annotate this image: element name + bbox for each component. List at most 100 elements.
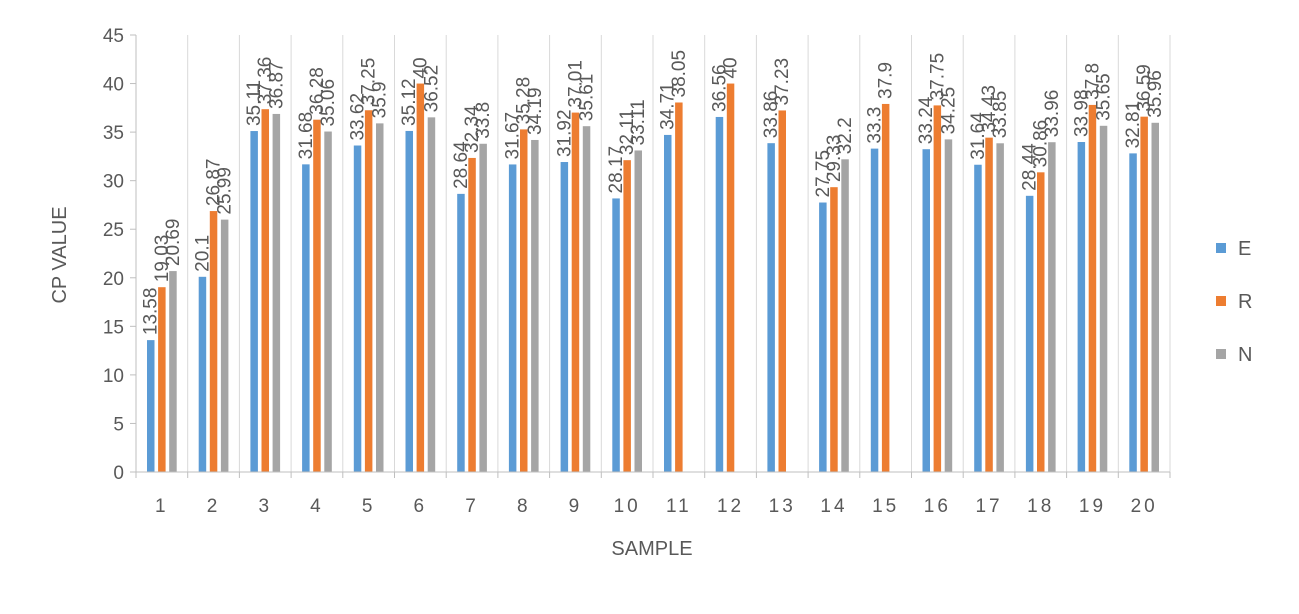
x-tick-label: 7	[465, 496, 479, 517]
bar-r	[1037, 172, 1045, 472]
data-label-e: 36.56	[709, 64, 730, 112]
bar-r	[520, 129, 528, 472]
data-label-r: 35.28	[514, 77, 535, 125]
y-tick-label: 30	[103, 172, 124, 193]
bar-e	[353, 145, 362, 472]
data-label-e: 28.44	[1020, 143, 1041, 191]
data-label-n: 35.61	[577, 74, 598, 122]
data-label-r: 37.8	[1082, 63, 1103, 100]
bar-n	[169, 271, 177, 472]
data-label-n: 33.96	[1042, 90, 1063, 138]
bar-r	[364, 110, 373, 472]
bar-e	[302, 164, 310, 473]
data-label-n: 35.06	[318, 79, 339, 127]
data-label-n: 36.87	[266, 61, 287, 109]
data-label-r: 30.86	[1031, 120, 1052, 168]
y-tick-label: 10	[103, 366, 124, 387]
bar-n	[324, 131, 332, 472]
bar-n	[220, 219, 229, 472]
x-tick-label: 10	[614, 496, 641, 517]
bar-r	[571, 112, 580, 473]
bar-e	[560, 162, 569, 472]
bar-r	[881, 103, 890, 473]
x-tick-label: 17	[975, 496, 1002, 517]
x-tick-label: 11	[666, 496, 692, 517]
bar-e	[1129, 153, 1137, 472]
data-label-n: 35.9	[370, 81, 391, 118]
bar-e	[922, 149, 930, 472]
data-label-n: 32.2	[835, 117, 856, 154]
bar-e	[405, 130, 413, 472]
x-tick-label: 3	[258, 496, 272, 517]
legend-label-r: R	[1238, 291, 1252, 313]
bar-n	[582, 126, 591, 473]
x-tick-label: 4	[310, 496, 324, 517]
bar-r	[158, 287, 166, 472]
y-tick-label: 25	[103, 220, 124, 241]
y-tick-label: 35	[103, 123, 124, 144]
data-label-n: 35.65	[1094, 73, 1115, 121]
bar-n	[1048, 142, 1056, 472]
y-tick-label: 45	[103, 26, 124, 47]
data-label-e: 28.64	[451, 141, 472, 189]
y-tick-label: 0	[113, 463, 124, 484]
data-label-n: 36.52	[421, 65, 442, 113]
x-tick-label: 2	[207, 496, 221, 517]
data-label-r: 37.9	[876, 62, 897, 99]
data-label-e: 35.12	[399, 78, 420, 126]
x-axis-title: SAMPLE	[611, 538, 692, 560]
data-label-r: 40	[721, 57, 742, 78]
data-label-r: 26.87	[204, 159, 225, 207]
data-label-e: 33.62	[348, 93, 369, 141]
bar-e	[198, 276, 207, 472]
x-tick-label: 14	[820, 496, 847, 517]
data-label-e: 20.1	[192, 235, 213, 272]
bar-n	[996, 143, 1004, 473]
bar-e	[508, 164, 517, 473]
x-tick-label: 16	[924, 496, 951, 517]
x-tick-label: 13	[769, 496, 796, 517]
bar-e	[1077, 142, 1086, 472]
x-tick-label: 1	[155, 496, 169, 517]
bar-r	[209, 211, 218, 472]
bar-e	[715, 116, 724, 472]
data-label-e: 32.81	[1123, 101, 1144, 149]
bar-r	[623, 160, 631, 473]
bar-r	[675, 102, 683, 473]
bar-r	[468, 157, 476, 472]
data-label-e: 33.98	[1071, 89, 1092, 137]
data-label-r: 19.03	[152, 235, 173, 283]
data-label-e: 33.86	[761, 91, 782, 139]
bar-r	[1140, 116, 1148, 472]
data-label-e: 33.3	[865, 107, 886, 144]
data-label-e: 27.75	[813, 150, 834, 198]
data-label-e: 34.71	[658, 82, 679, 130]
data-label-n: 35.96	[1145, 70, 1166, 118]
bar-r	[726, 83, 735, 473]
data-label-e: 31.67	[503, 112, 524, 160]
data-label-e: 31.68	[296, 112, 317, 160]
data-label-r: 29.33	[824, 135, 845, 183]
legend-label-n: N	[1238, 344, 1252, 366]
y-tick-label: 20	[103, 269, 124, 290]
data-label-e: 31.64	[968, 112, 989, 160]
x-tick-label: 8	[517, 496, 531, 517]
bar-n	[531, 139, 539, 472]
data-label-n: 34.19	[525, 87, 546, 135]
legend-swatch-e	[1216, 243, 1226, 253]
bar-n	[634, 150, 642, 472]
data-label-n: 25.99	[215, 167, 236, 215]
legend-label-e: E	[1238, 238, 1251, 260]
data-label-r: 37.23	[772, 58, 793, 106]
bar-n	[1151, 122, 1159, 472]
data-label-n: 34.25	[938, 87, 959, 135]
data-label-e: 13.58	[141, 288, 162, 336]
x-tick-label: 19	[1079, 496, 1106, 517]
x-tick-label: 15	[872, 496, 899, 517]
bar-r	[933, 105, 942, 473]
data-label-e: 35.11	[244, 80, 265, 126]
data-label-n: 33.8	[473, 102, 494, 139]
bar-n	[1099, 125, 1108, 472]
data-label-r: 37.01	[565, 60, 586, 108]
